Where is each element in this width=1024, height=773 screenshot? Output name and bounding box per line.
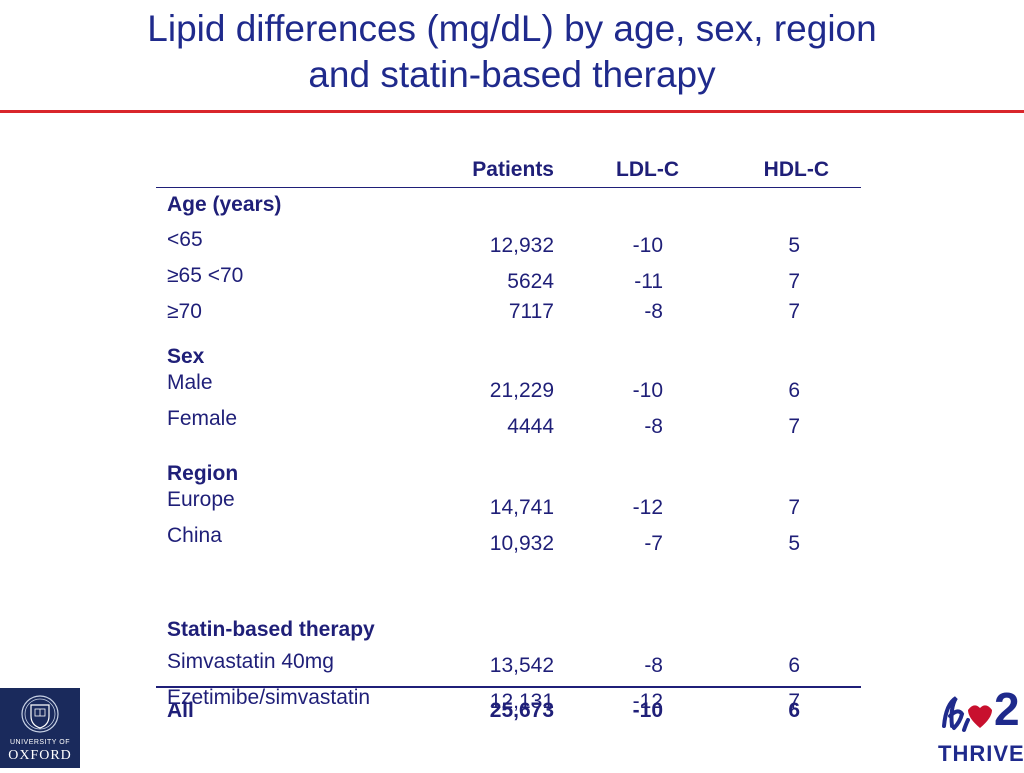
group-heading-statin-therapy: Statin-based therapy [167,618,375,641]
total-patients-cell: 25,673 [489,699,554,722]
table-row: China 10,932 -7 5 [156,524,861,555]
thrive-logo-number: 2 [994,683,1020,735]
table-row-total: All 25,673 -10 6 [156,699,861,729]
table-row: Male 21,229 -10 6 [156,371,861,402]
patients-cell: 21,229 [489,379,554,402]
hdl-cell: 5 [788,234,800,257]
ldl-cell: -12 [632,690,663,713]
title-line-2: and statin-based therapy [308,54,716,95]
header-hdl-c: HDL-C [763,158,829,181]
oxford-logo-line2: OXFORD [8,748,72,763]
hps2-thrive-logo: 2 THRIVE [934,683,1024,768]
row-label: Male [167,371,213,394]
row-label: China [167,524,222,547]
hdl-cell: 7 [788,690,800,713]
ldl-cell: -11 [634,270,663,293]
table-row: Ezetimibe/simvastatin 12,131 -12 7 [156,686,861,716]
hdl-cell: 7 [788,270,800,293]
hdl-cell: 6 [788,379,800,402]
patients-cell: 12,932 [489,234,554,257]
table-total-divider [156,686,861,688]
ldl-cell: -7 [644,532,663,555]
row-label: ≥70 [167,300,202,323]
patients-cell: 14,741 [489,496,554,519]
table-row: Simvastatin 40mg 13,542 -8 6 [156,650,861,680]
patients-cell: 5624 [507,270,554,293]
table-header: Patients LDL-C HDL-C [156,150,861,188]
group-heading-age: Age (years) [167,193,282,216]
oxford-logo-line1: UNIVERSITY OF [9,739,71,746]
table-row: Europe 14,741 -12 7 [156,488,861,519]
ldl-cell: -10 [632,379,663,402]
table-row: ≥65 <70 5624 -11 7 [156,264,861,294]
title-divider [0,110,1024,113]
ldl-cell: -12 [632,496,663,519]
hdl-cell: 7 [788,415,800,438]
heart-logo-icon [942,696,992,732]
group-heading-region: Region [167,462,239,485]
table-body: Age (years) <65 12,932 -10 5 ≥65 <70 562… [156,188,861,713]
ldl-cell: -8 [644,300,663,323]
hdl-cell: 7 [788,496,800,519]
university-of-oxford-logo: UNIVERSITY OF OXFORD [0,688,80,768]
title-line-1: Lipid differences (mg/dL) by age, sex, r… [147,8,877,49]
ldl-cell: -10 [632,234,663,257]
patients-cell: 4444 [507,415,554,438]
patients-cell: 12,131 [489,690,554,713]
row-label: <65 [167,228,203,251]
ldl-cell: -8 [644,654,663,677]
oxford-crest-icon [21,695,59,733]
row-label: Simvastatin 40mg [167,650,334,673]
group-heading-sex: Sex [167,345,205,368]
patients-cell: 10,932 [489,532,554,555]
header-patients: Patients [472,158,554,181]
total-ldl-cell: -10 [632,699,663,722]
hdl-cell: 7 [788,300,800,323]
thrive-logo-text: THRIVE [938,741,1024,766]
row-label: Europe [167,488,235,511]
row-label: ≥65 <70 [167,264,244,287]
row-label: Female [167,407,238,430]
table-row: Female 4444 -8 7 [156,407,861,438]
hdl-cell: 5 [788,532,800,555]
patients-cell: 7117 [508,300,554,323]
total-hdl-cell: 6 [788,699,800,722]
slide-title: Lipid differences (mg/dL) by age, sex, r… [0,6,1024,98]
hdl-cell: 6 [788,654,800,677]
ldl-cell: -8 [644,415,663,438]
table-row: ≥70 7117 -8 7 [156,300,861,330]
patients-cell: 13,542 [489,654,554,677]
header-ldl-c: LDL-C [616,158,679,181]
total-label: All [167,699,194,722]
lipid-table: Patients LDL-C HDL-C Age (years) <65 12,… [156,150,861,722]
table-row: <65 12,932 -10 5 [156,228,861,258]
row-label: Ezetimibe/simvastatin [167,686,371,709]
